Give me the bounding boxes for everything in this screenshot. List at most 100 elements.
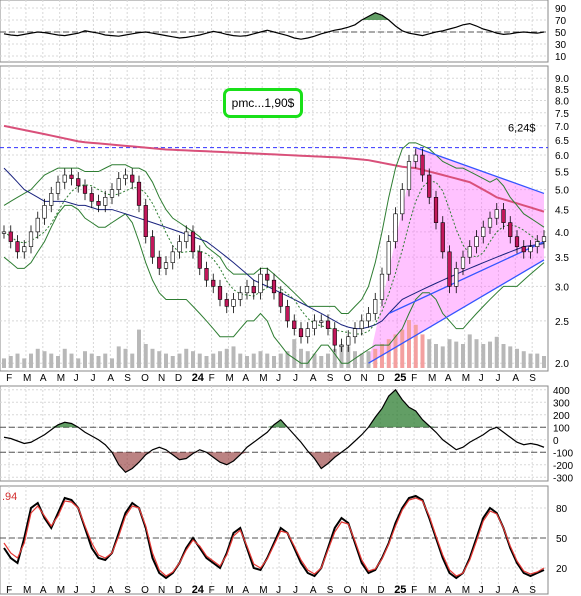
volume-bar	[474, 339, 479, 368]
volume-bar	[521, 351, 526, 368]
middle-oscillator-layer	[0, 388, 548, 474]
candle-body	[332, 328, 337, 346]
volume-bar	[170, 356, 175, 368]
candle-body	[1, 231, 7, 234]
candle-body	[35, 217, 40, 233]
x-tick-label-bottom: J	[293, 585, 298, 596]
volume-bar	[238, 353, 243, 368]
osc-top-panel	[0, 0, 549, 63]
osc-bottom-panel	[0, 485, 549, 595]
volume-bar	[245, 356, 249, 368]
candle-body	[244, 286, 250, 294]
volume-bar	[319, 356, 324, 368]
x-tick-label-bottom: A	[242, 585, 249, 596]
candle-body	[325, 320, 331, 329]
volume-bar	[265, 353, 270, 368]
volume-bar	[191, 351, 195, 368]
x-tick-label-bottom: M	[259, 585, 267, 596]
volume-bar	[407, 320, 411, 368]
candle-body	[258, 273, 263, 294]
y-tick-label: 50	[555, 28, 567, 39]
moving-average-short	[3, 180, 545, 335]
x-tick-label: J	[479, 373, 484, 384]
y-tick-label: 2.0	[555, 359, 569, 370]
oversold-area	[4, 452, 544, 473]
candle-body	[386, 241, 391, 275]
volume-bar	[231, 346, 236, 368]
x-tick-label: 25	[394, 372, 406, 384]
price-target-badge: pmc...1,90$	[223, 88, 303, 118]
volume-bar	[346, 346, 351, 368]
x-tick-label: 24	[192, 372, 205, 384]
volume-bar	[22, 358, 27, 368]
y-tick-label: 10	[555, 52, 567, 63]
volume-bar	[292, 339, 297, 368]
x-tick-label: O	[344, 373, 352, 384]
volume-bar	[420, 334, 425, 368]
price-layer	[0, 124, 548, 368]
candle-body	[271, 279, 277, 294]
volume-bar	[454, 341, 459, 368]
volume-bar	[488, 341, 492, 368]
volume-bar	[116, 346, 121, 368]
volume-bar	[211, 353, 216, 368]
candle-body	[197, 251, 202, 269]
volume-bar	[332, 348, 337, 368]
candle-body	[278, 292, 283, 307]
x-tick-label: A	[310, 373, 317, 384]
candle-body	[433, 197, 439, 223]
volume-bar	[258, 351, 263, 368]
candle-body	[521, 246, 526, 253]
x-tick-label: S	[529, 373, 536, 384]
candle-body	[514, 236, 520, 247]
y-tick-label: -200	[553, 461, 573, 472]
x-tick-label: S	[327, 373, 334, 384]
volume-bar	[69, 353, 74, 368]
candle-body	[109, 189, 115, 198]
y-tick-label: 8.5	[555, 85, 569, 96]
candle-body	[150, 236, 155, 258]
y-tick-label: 70	[555, 16, 567, 27]
volume-bar	[366, 351, 371, 368]
x-tick-label: S	[124, 373, 131, 384]
x-tick-label-bottom: A	[512, 585, 519, 596]
x-tick-label-bottom: J	[74, 585, 79, 596]
y-tick-label: -300	[553, 473, 573, 484]
trend-line	[368, 259, 545, 364]
x-tick-label: M	[259, 373, 267, 384]
candle-body	[130, 174, 135, 183]
x-tick-label: F	[209, 373, 215, 384]
volume-bar	[204, 356, 209, 368]
candle-body	[541, 236, 547, 242]
candle-body	[285, 306, 290, 322]
y-tick-label: 9.0	[555, 74, 569, 85]
x-tick-label: J	[74, 373, 79, 384]
price-target-text: pmc...1,90$	[231, 96, 295, 110]
volume-bar	[373, 348, 378, 368]
volume-bar	[515, 348, 519, 368]
candle-body	[298, 328, 304, 338]
x-tick-label: A	[512, 373, 519, 384]
candle-body	[406, 161, 412, 190]
candle-body	[305, 328, 310, 338]
moving-average-long	[3, 124, 545, 213]
volume-bar	[62, 348, 67, 368]
volume-bar	[440, 346, 445, 368]
candle-body	[143, 205, 148, 237]
volume-bar	[339, 344, 344, 368]
volume-bar	[110, 358, 114, 368]
x-tick-label-bottom: F	[6, 585, 12, 596]
y-tick-label: 8.0	[555, 97, 569, 108]
candle-body	[352, 328, 358, 338]
x-tick-label: M	[225, 373, 233, 384]
volume-bar	[272, 356, 276, 368]
x-tick-label-bottom: D	[175, 585, 182, 596]
y-tick-label: 0	[553, 436, 559, 447]
x-tick-label: A	[445, 373, 452, 384]
candle-body	[28, 231, 34, 247]
volume-bar	[123, 348, 128, 368]
volume-bar	[312, 353, 317, 368]
volume-bar	[299, 348, 303, 368]
candle-body	[454, 268, 459, 287]
